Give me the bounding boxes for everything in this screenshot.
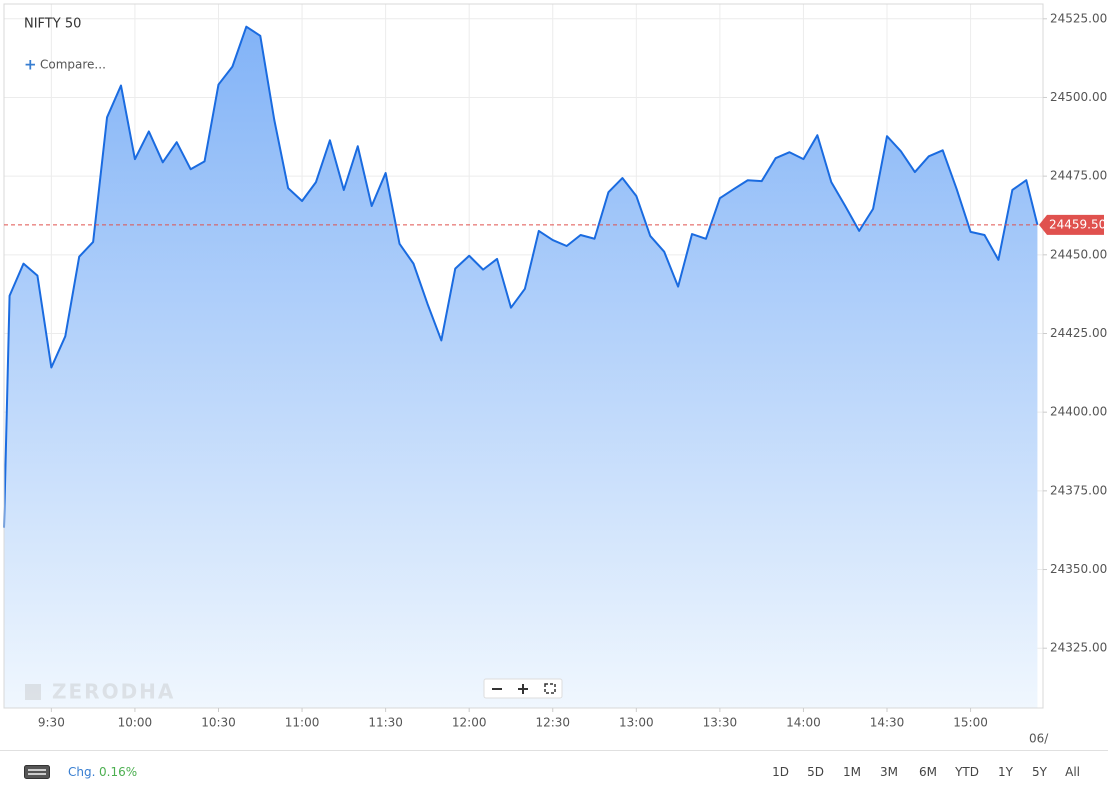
range-button[interactable]: 1Y	[998, 765, 1013, 779]
footer: Chg. 0.16% 1D 5D 1M 3M 6M YTD 1Y 5Y All	[0, 750, 1108, 794]
plot-frame	[3, 3, 1044, 709]
area-fill	[4, 26, 1038, 709]
range-button[interactable]: 5Y	[1032, 765, 1047, 779]
x-tick-label: 13:00	[619, 716, 654, 730]
plot	[3, 25, 1039, 709]
x-tick-label: 12:00	[452, 716, 487, 730]
y-tick-label: 24475.00	[1050, 169, 1107, 183]
watermark-text: ZERODHA	[52, 680, 175, 704]
x-tick-label: 14:30	[870, 716, 905, 730]
x-tick-label: 11:00	[285, 716, 320, 730]
x-end-label: 06/	[1029, 732, 1049, 746]
chart: NIFTY 50 + Compare... ZERODHA 06/ 24325.…	[3, 3, 1107, 746]
fullscreen[interactable]	[544, 683, 556, 694]
instrument-title: NIFTY 50	[24, 17, 81, 32]
x-tick-label: 15:00	[953, 716, 988, 730]
range-button[interactable]: All	[1065, 765, 1080, 779]
range-button[interactable]: 5D	[807, 765, 824, 779]
y-tick-label: 24500.00	[1050, 90, 1107, 104]
y-tick-label: 24525.00	[1050, 11, 1107, 25]
last-price-badge	[1039, 214, 1104, 235]
change-value: 0.16%	[99, 765, 138, 779]
range-button[interactable]: 6M	[919, 765, 937, 779]
x-tick-label: 10:00	[118, 716, 153, 730]
compare-icon[interactable]: +	[24, 56, 37, 74]
watermark-logo	[25, 684, 41, 700]
x-tick-label: 13:30	[703, 716, 738, 730]
range-button[interactable]: 1M	[843, 765, 861, 779]
y-tick-label: 24375.00	[1050, 483, 1107, 497]
y-tick-label: 24325.00	[1050, 641, 1107, 655]
y-tick-label: 24450.00	[1050, 247, 1107, 261]
compare-button[interactable]: Compare...	[40, 58, 106, 72]
keyboard-icon[interactable]	[24, 765, 50, 779]
change-label: Chg.	[68, 765, 96, 779]
watermark: ZERODHA	[25, 680, 175, 704]
x-tick-label: 9:30	[38, 716, 65, 730]
range-button[interactable]: 3M	[880, 765, 898, 779]
y-tick-label: 24425.00	[1050, 326, 1107, 340]
zoom-controls	[483, 678, 563, 699]
x-tick-label: 14:00	[786, 716, 821, 730]
x-tick-label: 11:30	[368, 716, 403, 730]
range-button[interactable]: 1D	[772, 765, 789, 779]
last-price-label: 24459.50	[1049, 217, 1106, 231]
y-tick-label: 24350.00	[1050, 562, 1107, 576]
price-line	[3, 25, 1039, 528]
range-button[interactable]: YTD	[955, 765, 979, 779]
y-tick-label: 24400.00	[1050, 405, 1107, 419]
x-tick-label: 12:30	[535, 716, 570, 730]
x-tick-label: 10:30	[201, 716, 236, 730]
